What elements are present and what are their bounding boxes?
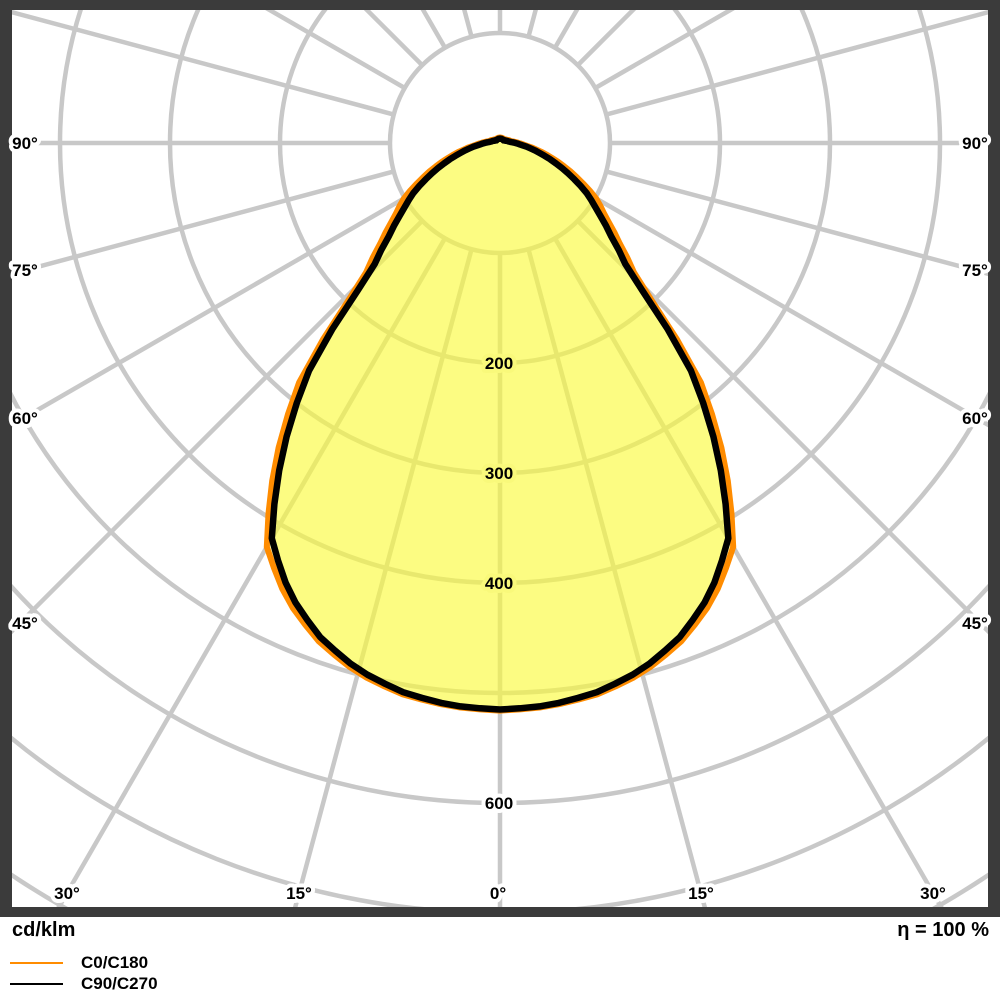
grid-spoke-75 [603,168,990,277]
ring-label-200: 200 [485,354,513,373]
angle-label-right-75°: 75° [962,261,988,280]
legend-line-c90-c270 [10,983,63,985]
grid-spoke-105 [603,9,990,118]
grid-spoke-285 [10,168,397,277]
chart-labels: 90° 90° 75° 75° 60° 60° 45° 45° 0° 15° 15° 30° 30° 20… [8,130,992,907]
angle-label-left-90°: 90° [12,134,38,153]
angle-label-left-45°: 45° [12,614,38,633]
angle-label-bottom-right-15°: 15° [688,884,714,903]
legend-item-c0-c180: C0/C180 [10,953,149,972]
fill-c0-c180 [266,137,734,711]
legend-label-c90-c270: C90/C270 [81,974,158,993]
efficiency-label: η = 100 % [897,919,989,941]
grid-spoke-330 [55,235,448,909]
grid-spoke-315 [10,217,426,637]
legend-item-c90-c270: C90/C270 [10,974,158,993]
legend-label-c0-c180: C0/C180 [81,953,149,972]
units-label: cd/klm [12,919,76,941]
grid-spoke-15 [525,246,708,909]
angle-label-bottom-0: 0° [490,884,506,903]
grid-spoke-255 [10,9,397,118]
ring-label-600: 600 [485,794,513,813]
angle-label-right-60°: 60° [962,409,988,428]
curve-c90-c270 [268,135,732,713]
grid-spoke-30 [552,235,945,909]
angle-label-bottom-right-30°: 30° [920,884,946,903]
chart-frame [0,0,1000,917]
angle-label-left-60°: 60° [12,409,38,428]
fill-c90-c270 [271,138,729,710]
angle-label-right-45°: 45° [962,614,988,633]
grid-spoke-60 [592,195,990,429]
angle-label-left-75°: 75° [12,261,38,280]
legend-line-c0-c180 [10,962,63,964]
grid-spoke-300 [10,195,408,429]
angle-label-bottom-left-15°: 15° [286,884,312,903]
ring-label-400: 400 [485,574,513,593]
ring-label-300: 300 [485,464,513,483]
grid-spoke-45 [574,217,990,637]
grid-spoke-345 [292,246,475,909]
angle-label-right-90°: 90° [962,134,988,153]
angle-label-bottom-left-30°: 30° [54,884,80,903]
